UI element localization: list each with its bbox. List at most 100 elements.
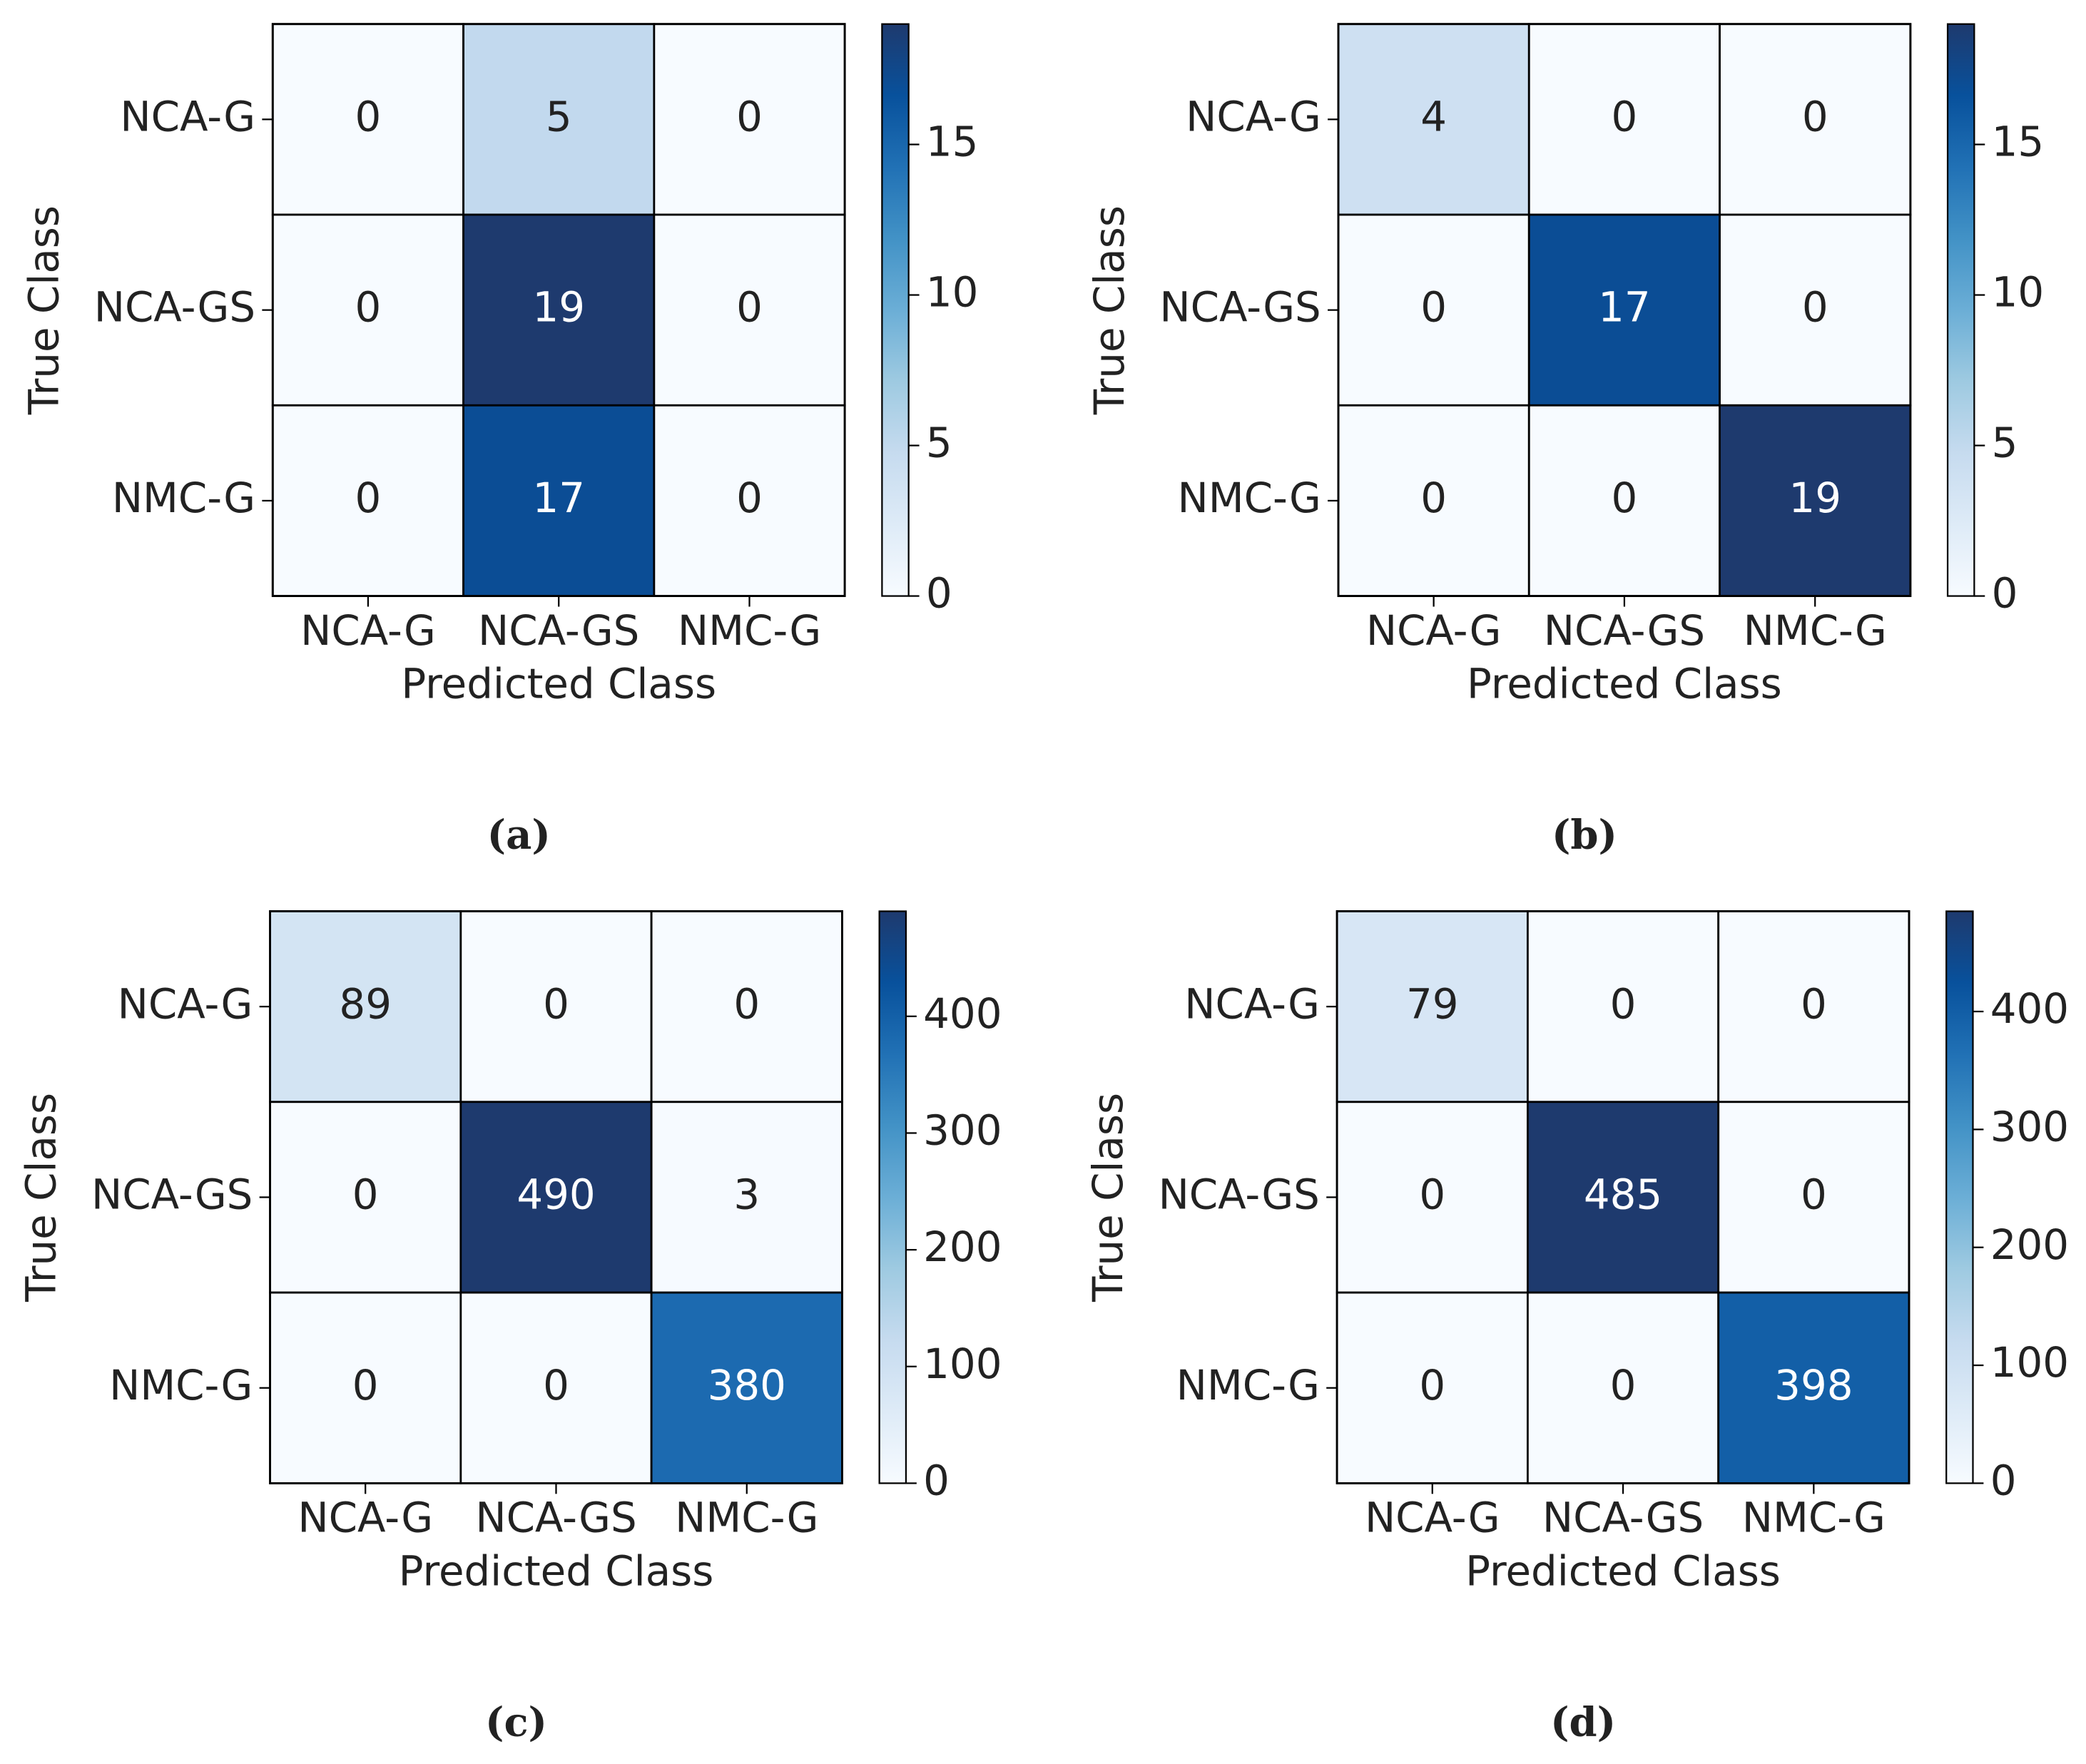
cell (1527, 910, 1720, 1103)
caption: (a) (487, 812, 551, 859)
cell-label: 0 (736, 474, 763, 522)
cell (1719, 23, 1912, 216)
colorbar-tick-label: 10 (1992, 268, 2045, 317)
cell-label: 0 (1610, 1361, 1637, 1409)
cell-label: 0 (1610, 979, 1637, 1028)
cell-label: 0 (1612, 92, 1638, 141)
colorbar-tick-label: 300 (1990, 1103, 2069, 1151)
cell (650, 1101, 843, 1294)
colorbar-tick-label: 5 (926, 419, 952, 467)
colorbar-tick-label: 200 (1990, 1220, 2069, 1269)
cell-label: 19 (1789, 474, 1841, 522)
colorbar-tick-label: 200 (923, 1223, 1002, 1271)
cell (1719, 404, 1912, 597)
cell (1337, 213, 1530, 407)
y-tick-label: NCA-GS (91, 1171, 253, 1219)
cell-label: 0 (352, 1361, 379, 1409)
cell (459, 1101, 653, 1294)
cell-label: 0 (355, 92, 382, 141)
x-tick-label: NMC-G (1744, 606, 1887, 655)
x-tick-label: NCA-GS (475, 1494, 636, 1542)
cell-label: 0 (352, 1171, 379, 1219)
colorbar-tick-label: 0 (1990, 1456, 2017, 1504)
x-axis-label: Predicted Class (1465, 1546, 1781, 1595)
cell-label: 0 (1419, 1361, 1445, 1409)
colorbar (881, 23, 910, 597)
cell-label: 0 (543, 1361, 569, 1409)
cell-label: 0 (736, 92, 763, 141)
cell-label: 0 (543, 979, 569, 1028)
cell-label: 89 (339, 979, 392, 1028)
colorbar-tick-label: 15 (926, 118, 979, 166)
y-tick-label: NMC-G (109, 1361, 253, 1409)
y-tick-label: NCA-GS (94, 283, 255, 332)
x-tick-label: NMC-G (675, 1494, 818, 1542)
colorbar-tick-label: 0 (1992, 569, 2018, 618)
cell-label: 17 (532, 474, 585, 522)
cell (1719, 213, 1912, 407)
cell-label: 0 (733, 979, 760, 1028)
y-tick-label: NCA-GS (1159, 1171, 1320, 1219)
x-tick-label: NMC-G (1742, 1494, 1886, 1542)
cell-label: 0 (1612, 474, 1638, 522)
cell (1717, 1291, 1911, 1484)
x-tick-label: NCA-G (300, 606, 436, 655)
cell-label: 490 (517, 1171, 595, 1219)
x-axis-label: Predicted Class (399, 1546, 714, 1595)
cell (1337, 23, 1530, 216)
y-tick-label: NMC-G (1176, 1361, 1320, 1409)
cell (1527, 23, 1721, 216)
cell (271, 213, 464, 407)
cell (462, 23, 656, 216)
cell-label: 485 (1584, 1171, 1662, 1219)
cell (459, 1291, 653, 1484)
colorbar-tick-label: 100 (1990, 1338, 2069, 1387)
cell-label: 0 (1802, 283, 1828, 332)
cell-label: 0 (1802, 92, 1828, 141)
y-tick-label: NCA-G (118, 979, 253, 1028)
cell-label: 79 (1406, 979, 1459, 1028)
cell-label: 5 (546, 92, 572, 141)
x-tick-label: NCA-GS (1542, 1494, 1704, 1542)
x-tick-label: NCA-GS (478, 606, 639, 655)
x-axis-label: Predicted Class (401, 659, 716, 708)
cell (269, 1291, 462, 1484)
colorbar-tick-label: 400 (1990, 984, 2069, 1033)
cell (459, 910, 653, 1103)
x-tick-label: NCA-G (297, 1494, 433, 1542)
cell-label: 17 (1598, 283, 1651, 332)
cell (1335, 910, 1529, 1103)
colorbar-tick-label: 0 (923, 1456, 950, 1504)
cell-label: 0 (1801, 1171, 1827, 1219)
cell-label: 19 (532, 283, 585, 332)
cell-label: 3 (733, 1171, 760, 1219)
cell-label: 0 (1419, 1171, 1445, 1219)
colorbar (1945, 910, 1974, 1484)
y-tick-label: NCA-G (1184, 979, 1320, 1028)
cell (653, 213, 846, 407)
caption: (d) (1550, 1698, 1616, 1745)
cell-label: 0 (355, 283, 382, 332)
colorbar-tick-label: 5 (1992, 419, 2018, 467)
cell (271, 23, 464, 216)
cell (1527, 213, 1721, 407)
cell (462, 404, 656, 597)
colorbar-tick-label: 300 (923, 1106, 1002, 1155)
colorbar-tick-label: 0 (926, 569, 952, 618)
caption: (c) (485, 1698, 547, 1745)
colorbar (1946, 23, 1975, 597)
y-tick-label: NCA-G (1186, 92, 1321, 141)
x-tick-label: NCA-G (1365, 1494, 1500, 1542)
y-tick-label: NCA-GS (1159, 283, 1321, 332)
cell-label: 380 (708, 1361, 786, 1409)
y-axis-label: True Class (1084, 1093, 1132, 1302)
cell (1337, 404, 1530, 597)
x-tick-label: NCA-G (1366, 606, 1502, 655)
y-axis-label: True Class (1085, 205, 1134, 415)
cell (650, 1291, 843, 1484)
cell-label: 0 (1420, 474, 1447, 522)
y-tick-label: NMC-G (112, 474, 255, 522)
colorbar-tick-label: 10 (926, 268, 979, 317)
colorbar-tick-label: 100 (923, 1340, 1002, 1388)
cell-label: 0 (1801, 979, 1827, 1028)
